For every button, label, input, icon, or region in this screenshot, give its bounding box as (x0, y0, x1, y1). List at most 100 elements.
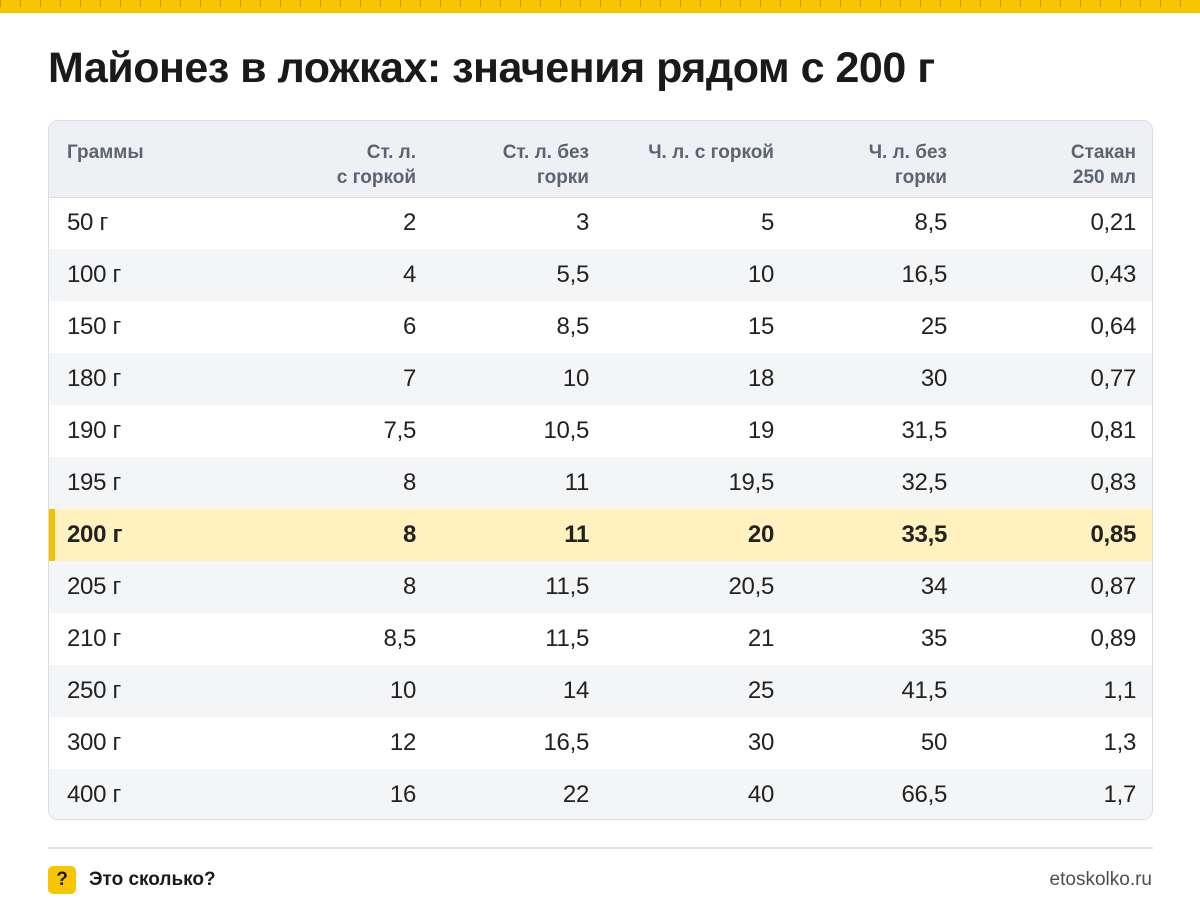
value-cell: 12 (389, 729, 416, 756)
ruler-decoration (0, 0, 1200, 13)
table-row: 205 г 8 11,5 20,5 34 0,87 (49, 561, 1152, 613)
value-cell: 6 (402, 313, 416, 340)
value-cell: 66,5 (774, 769, 947, 819)
value-cell: 40 (589, 769, 774, 819)
footer-brand: Это сколько? (89, 869, 216, 890)
grams-cell: 180 г (49, 353, 249, 405)
table-row: 195 г 8 11 19,5 32,5 0,83 (49, 457, 1152, 509)
value-cell: 25 (920, 313, 947, 340)
table-header: Граммы Ст. л. с горкой Ст. л. без горки Ч. л.… (49, 121, 1152, 198)
value-cell: 41,5 (774, 665, 947, 717)
table-row-highlighted: 200 г 8 11 20 33,5 0,85 (49, 509, 1152, 561)
value-cell: 4 (249, 249, 416, 301)
grams-cell: 190 г (67, 417, 121, 444)
value-cell: 35 (920, 625, 947, 652)
table-row: 150 г 6 8,5 15 25 0,64 (49, 301, 1152, 353)
footer-site-link[interactable]: etoskolko.ru (1049, 869, 1152, 890)
value-cell: 16,5 (774, 249, 947, 301)
column-header-line: с горкой (336, 167, 416, 188)
grams-cell: 50 г (67, 209, 108, 237)
value-cell: 8 (249, 561, 416, 613)
value-cell: 33,5 (774, 509, 947, 561)
value-cell: 16,5 (543, 729, 589, 756)
column-header: Ст. л. с горкой (249, 121, 416, 198)
table-row: 180 г 7 10 18 30 0,77 (49, 353, 1152, 405)
value-cell: 20,5 (589, 561, 774, 613)
column-header-line: Ч. л. с горкой (648, 142, 774, 163)
table-row: 300 г 12 16,5 30 50 1,3 (49, 717, 1152, 769)
value-cell: 8,5 (556, 313, 590, 340)
footer-divider (48, 847, 1153, 849)
value-cell: 3 (575, 209, 589, 237)
value-cell: 32,5 (774, 457, 947, 509)
column-header: Ч. л. с горкой (589, 121, 774, 198)
value-cell: 50 (920, 729, 947, 756)
value-cell: 8 (249, 457, 416, 509)
conversion-table-card: Граммы Ст. л. с горкой Ст. л. без горки Ч. л.… (48, 120, 1153, 820)
value-cell: 31,5 (901, 417, 947, 444)
grams-cell: 300 г (67, 729, 121, 756)
value-cell: 16 (249, 769, 416, 819)
column-header-line: Ст. л. (366, 142, 416, 163)
value-cell: 1,3 (1103, 729, 1137, 756)
table-row: 400 г 16 22 40 66,5 1,7 (49, 769, 1152, 819)
column-header: Стакан 250 мл (947, 121, 1152, 198)
value-cell: 25 (589, 665, 774, 717)
value-cell: 5,5 (416, 249, 589, 301)
value-cell: 20 (589, 509, 774, 561)
value-cell: 0,77 (947, 353, 1152, 405)
column-header-line: Стакан (1070, 142, 1136, 163)
table-row: 100 г 4 5,5 10 16,5 0,43 (49, 249, 1152, 301)
value-cell: 5 (760, 209, 774, 237)
value-cell: 11 (416, 509, 589, 561)
grams-cell: 210 г (67, 625, 121, 652)
column-header-line: горки (894, 167, 947, 188)
value-cell: 7 (249, 353, 416, 405)
table-row: 250 г 10 14 25 41,5 1,1 (49, 665, 1152, 717)
table-row: 50 г 2 3 5 8,5 0,21 (49, 197, 1152, 249)
value-cell: 0,85 (947, 509, 1152, 561)
value-cell: 0,87 (947, 561, 1152, 613)
value-cell: 11,5 (545, 625, 589, 652)
value-cell: 0,21 (1090, 209, 1136, 237)
header-row: Граммы Ст. л. с горкой Ст. л. без горки Ч. л.… (49, 121, 1152, 198)
column-header: Ч. л. без горки (774, 121, 947, 198)
value-cell: 19 (747, 417, 774, 444)
grams-cell: 150 г (67, 313, 121, 340)
value-cell: 15 (747, 313, 774, 340)
conversion-table: Граммы Ст. л. с горкой Ст. л. без горки Ч. л.… (49, 121, 1152, 819)
value-cell: 11,5 (416, 561, 589, 613)
value-cell: 10 (416, 353, 589, 405)
grams-cell: 250 г (49, 665, 249, 717)
value-cell: 14 (416, 665, 589, 717)
value-cell: 0,43 (947, 249, 1152, 301)
column-header-line: Ст. л. без (502, 142, 589, 163)
value-cell: 0,83 (947, 457, 1152, 509)
page-title: Майонез в ложках: значения рядом с 200 г (48, 44, 935, 92)
value-cell: 10 (249, 665, 416, 717)
table-row: 210 г 8,5 11,5 21 35 0,89 (49, 613, 1152, 665)
grams-cell: 200 г (49, 509, 249, 561)
value-cell: 18 (589, 353, 774, 405)
value-cell: 30 (747, 729, 774, 756)
grams-cell: 195 г (49, 457, 249, 509)
value-cell: 10,5 (543, 417, 589, 444)
value-cell: 2 (402, 209, 416, 237)
grams-cell: 100 г (49, 249, 249, 301)
value-cell: 8 (249, 509, 416, 561)
grams-cell: 400 г (49, 769, 249, 819)
value-cell: 11 (416, 457, 589, 509)
value-cell: 30 (774, 353, 947, 405)
column-header-line: горки (536, 167, 589, 188)
value-cell: 0,81 (1090, 417, 1136, 444)
value-cell: 8,5 (383, 625, 417, 652)
column-header: Граммы (49, 121, 249, 198)
value-cell: 19,5 (589, 457, 774, 509)
column-header-line: Граммы (67, 142, 144, 163)
value-cell: 34 (774, 561, 947, 613)
table-row: 190 г 7,5 10,5 19 31,5 0,81 (49, 405, 1152, 457)
value-cell: 21 (747, 625, 774, 652)
value-cell: 8,5 (914, 209, 948, 237)
column-header: Ст. л. без горки (416, 121, 589, 198)
